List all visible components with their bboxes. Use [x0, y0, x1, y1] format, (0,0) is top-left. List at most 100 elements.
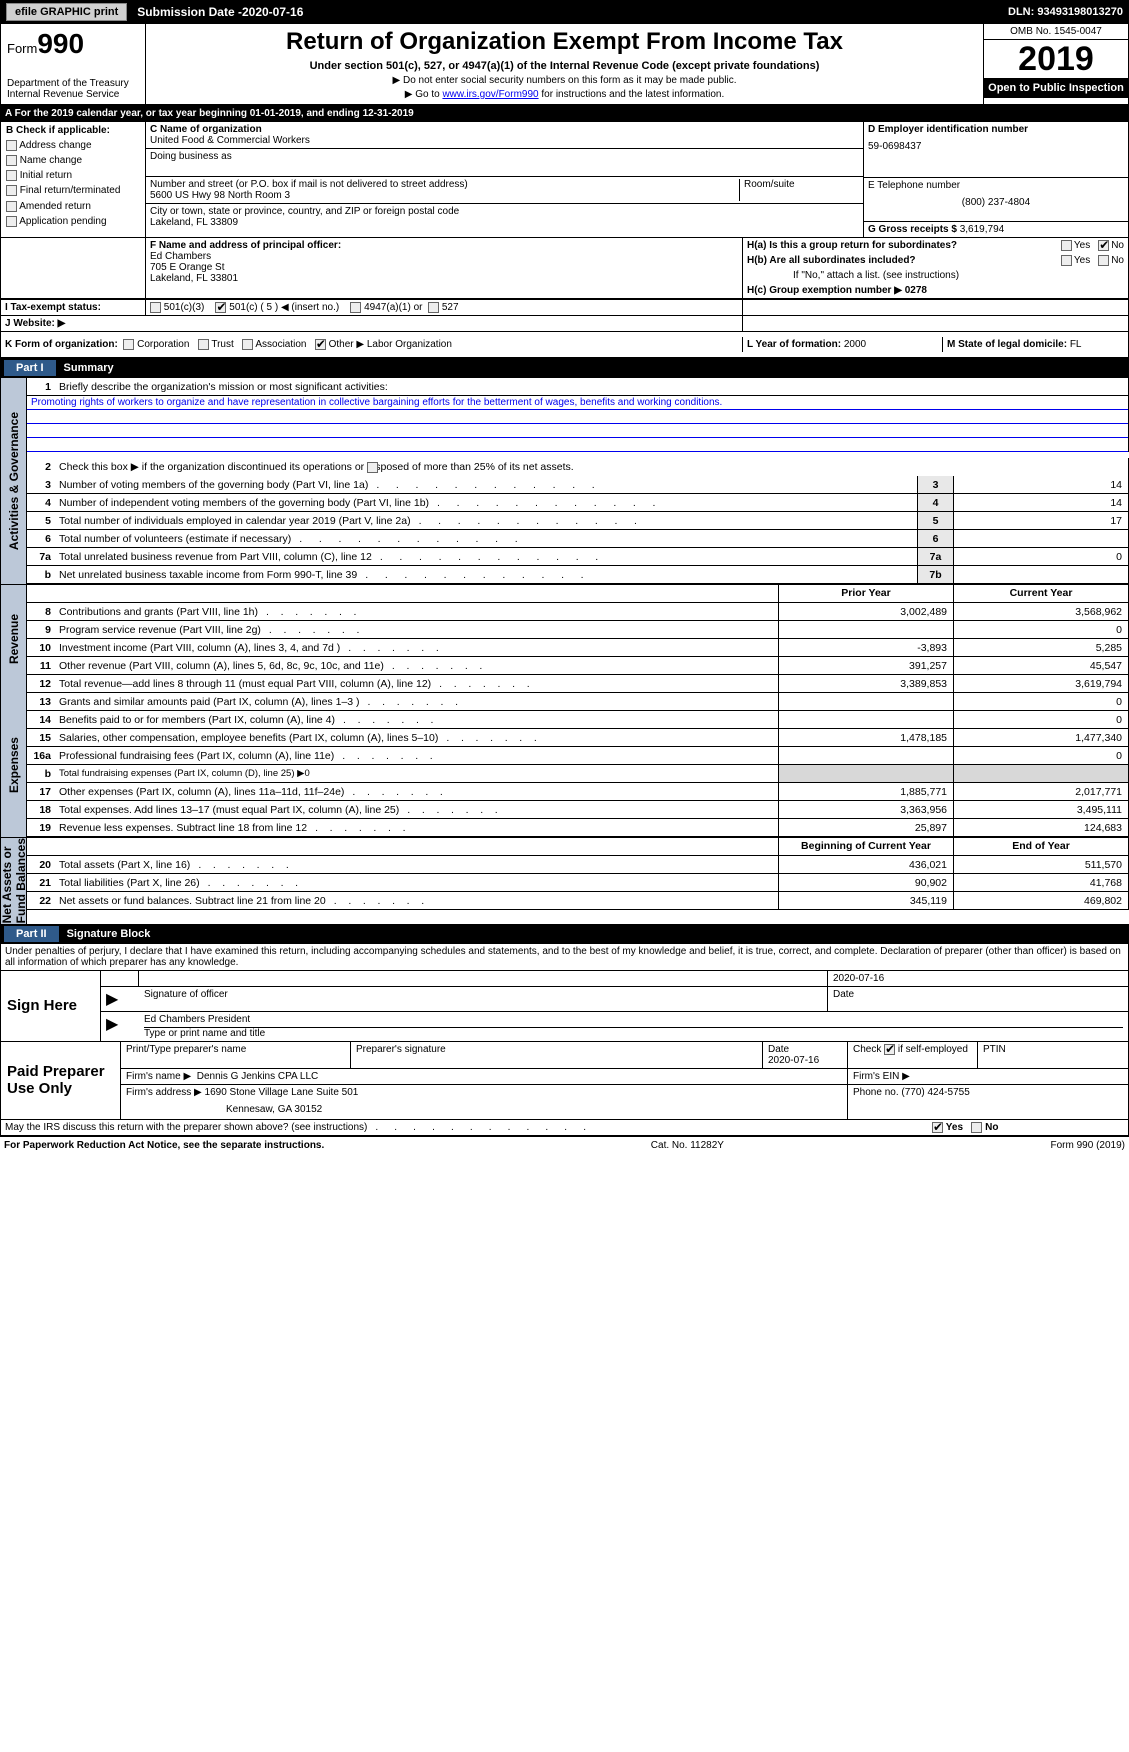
financial-line: 17Other expenses (Part IX, column (A), l… — [27, 783, 1129, 801]
city-label: City or town, state or province, country… — [150, 206, 859, 217]
financial-line: 16aProfessional fundraising fees (Part I… — [27, 747, 1129, 765]
expenses-section: Expenses 13Grants and similar amounts pa… — [0, 693, 1129, 837]
revenue-tab: Revenue — [7, 614, 21, 664]
chk-501c3[interactable] — [150, 302, 161, 313]
chk-name-change[interactable] — [6, 155, 17, 166]
officer-addr2: Lakeland, FL 33801 — [150, 273, 738, 284]
discuss-row: May the IRS discuss this return with the… — [0, 1120, 1129, 1136]
efile-graphic-btn[interactable]: efile GRAPHIC print — [6, 3, 127, 21]
line-klm: K Form of organization: Corporation Trus… — [0, 332, 1129, 358]
part1-header: Part I Summary — [0, 358, 1129, 378]
city-value: Lakeland, FL 33809 — [150, 217, 859, 228]
omb-number: OMB No. 1545-0047 — [984, 24, 1128, 40]
chk-final-return[interactable] — [6, 185, 17, 196]
chk-pending[interactable] — [6, 216, 17, 227]
summary-line: 5Total number of individuals employed in… — [27, 512, 1129, 530]
room-suite-label: Room/suite — [739, 179, 859, 201]
mission-text: Promoting rights of workers to organize … — [27, 396, 1128, 410]
chk-527[interactable] — [428, 302, 439, 313]
header-block: B Check if applicable: Address change Na… — [0, 122, 1129, 238]
org-name: United Food & Commercial Workers — [150, 135, 859, 146]
hc-label: H(c) Group exemption number ▶ 0278 — [743, 283, 1128, 298]
firm-name: Dennis G Jenkins CPA LLC — [197, 1071, 319, 1082]
subtitle-1: Under section 501(c), 527, or 4947(a)(1)… — [154, 60, 975, 72]
revenue-section: Revenue Prior YearCurrent Year 8Contribu… — [0, 584, 1129, 693]
year-formation: 2000 — [844, 339, 866, 350]
sign-date: 2020-07-16 — [828, 971, 1128, 986]
chk-ha-yes[interactable] — [1061, 240, 1072, 251]
page-footer: For Paperwork Reduction Act Notice, see … — [0, 1136, 1129, 1154]
form-number: Form990 — [7, 28, 139, 60]
summary-line: 6Total number of volunteers (estimate if… — [27, 530, 1129, 548]
officer-name: Ed Chambers — [150, 251, 738, 262]
chk-discuss-no[interactable] — [971, 1122, 982, 1133]
efile-topbar: efile GRAPHIC print Submission Date - 20… — [0, 0, 1129, 24]
dept-treasury: Department of the Treasury — [7, 78, 139, 89]
financial-line: 19Revenue less expenses. Subtract line 1… — [27, 819, 1129, 837]
chk-501c[interactable] — [215, 302, 226, 313]
hb-note: If "No," attach a list. (see instruction… — [743, 268, 1128, 283]
financial-line: 12Total revenue—add lines 8 through 11 (… — [27, 675, 1129, 693]
chk-trust[interactable] — [198, 339, 209, 350]
governance-section: Activities & Governance 1Briefly describ… — [0, 378, 1129, 584]
line-i: I Tax-exempt status: 501(c)(3) 501(c) ( … — [0, 299, 1129, 316]
submission-date: 2020-07-16 — [242, 5, 303, 19]
officer-addr1: 705 E Orange St — [150, 262, 738, 273]
line-j: J Website: ▶ — [0, 316, 1129, 332]
tax-year: 2019 — [984, 40, 1128, 78]
chk-address-change[interactable] — [6, 140, 17, 151]
officer-signed-name: Ed Chambers President — [144, 1014, 1123, 1028]
financial-line: 15Salaries, other compensation, employee… — [27, 729, 1129, 747]
financial-line: 20Total assets (Part X, line 16)436,0215… — [27, 856, 1129, 874]
ha-label: H(a) Is this a group return for subordin… — [747, 240, 1061, 251]
irs-link[interactable]: www.irs.gov/Form990 — [442, 89, 538, 100]
state-domicile: FL — [1070, 339, 1082, 350]
phone-label: E Telephone number — [868, 180, 1124, 191]
chk-other[interactable] — [315, 339, 326, 350]
chk-hb-yes[interactable] — [1061, 255, 1072, 266]
form-title: Return of Organization Exempt From Incom… — [154, 28, 975, 56]
financial-line: 18Total expenses. Add lines 13–17 (must … — [27, 801, 1129, 819]
perjury-statement: Under penalties of perjury, I declare th… — [0, 944, 1129, 971]
firm-city: Kennesaw, GA 30152 — [226, 1104, 842, 1115]
dba-label: Doing business as — [150, 151, 859, 162]
chk-discontinued[interactable] — [367, 462, 378, 473]
chk-discuss-yes[interactable] — [932, 1122, 943, 1133]
financial-line: 13Grants and similar amounts paid (Part … — [27, 693, 1129, 711]
chk-ha-no[interactable] — [1098, 240, 1109, 251]
sign-here-block: Sign Here 2020-07-16 ▶ Signature of offi… — [0, 971, 1129, 1042]
chk-assoc[interactable] — [242, 339, 253, 350]
form-header: Form990 Department of the Treasury Inter… — [0, 24, 1129, 105]
financial-line: 21Total liabilities (Part X, line 26)90,… — [27, 874, 1129, 892]
officer-label: F Name and address of principal officer: — [150, 240, 738, 251]
firm-address: 1690 Stone Village Lane Suite 501 — [205, 1087, 359, 1098]
gross-receipts-value: 3,619,794 — [960, 224, 1005, 235]
irs: Internal Revenue Service — [7, 89, 139, 100]
preparer-date: 2020-07-16 — [768, 1055, 819, 1066]
ein-value: 59-0698437 — [868, 141, 1124, 152]
dln: DLN: 93493198013270 — [1008, 6, 1123, 18]
addr-label: Number and street (or P.O. box if mail i… — [150, 179, 739, 190]
line-a: A For the 2019 calendar year, or tax yea… — [0, 105, 1129, 122]
summary-line: bNet unrelated business taxable income f… — [27, 566, 1129, 584]
chk-hb-no[interactable] — [1098, 255, 1109, 266]
chk-corp[interactable] — [123, 339, 134, 350]
part2-header: Part II Signature Block — [0, 924, 1129, 944]
ein-label: D Employer identification number — [868, 124, 1124, 135]
netassets-section: Net Assets orFund Balances Beginning of … — [0, 837, 1129, 923]
box-b-title: B Check if applicable: — [6, 125, 140, 136]
chk-amended[interactable] — [6, 201, 17, 212]
summary-line: 3Number of voting members of the governi… — [27, 476, 1129, 494]
street-address: 5600 US Hwy 98 North Room 3 — [150, 190, 739, 201]
submission-date-label: Submission Date - — [137, 5, 242, 19]
chk-self-employed[interactable] — [884, 1044, 895, 1055]
f-h-row: F Name and address of principal officer:… — [0, 238, 1129, 299]
open-to-public: Open to Public Inspection — [984, 78, 1128, 98]
subtitle-3: ▶ Go to www.irs.gov/Form990 for instruct… — [154, 89, 975, 100]
paid-preparer-label: Paid Preparer Use Only — [1, 1042, 121, 1119]
chk-4947[interactable] — [350, 302, 361, 313]
expenses-tab: Expenses — [7, 737, 21, 793]
org-name-label: C Name of organization — [150, 124, 859, 135]
chk-initial-return[interactable] — [6, 170, 17, 181]
financial-line: bTotal fundraising expenses (Part IX, co… — [27, 765, 1129, 783]
